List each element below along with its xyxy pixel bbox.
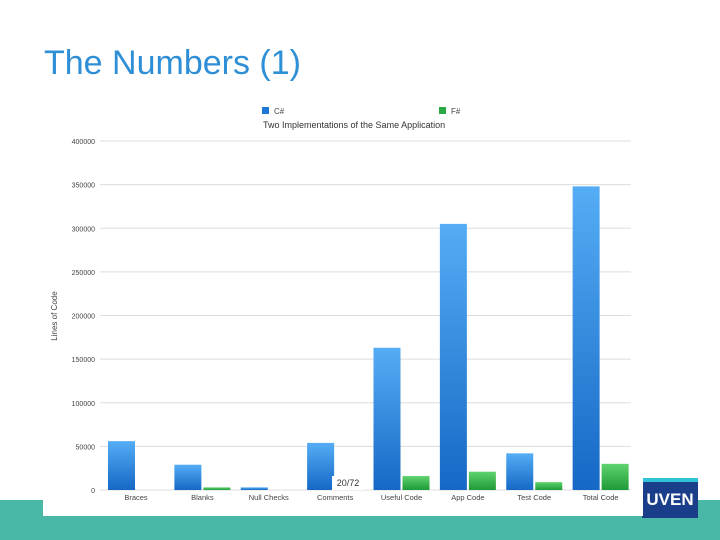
axis-labels: 0 50000 100000 150000 200000 250000 300000 3500… xyxy=(72,139,619,502)
chart-title: Two Implementations of the Same Applicat… xyxy=(263,120,445,130)
legend-swatch-fsharp xyxy=(439,107,446,114)
bar-csharp xyxy=(373,347,401,490)
y-tick-label: 250000 xyxy=(72,270,95,277)
page-number: 20/72 xyxy=(332,476,364,490)
x-tick-label: Useful Code xyxy=(381,493,422,502)
bar-csharp xyxy=(240,487,268,490)
bars xyxy=(108,186,629,490)
bar-chart: 0 50000 100000 150000 200000 250000 300000 3500… xyxy=(50,107,631,502)
y-tick-label: 100000 xyxy=(72,401,95,408)
y-tick-label: 50000 xyxy=(76,444,96,451)
x-tick-label: Comments xyxy=(317,493,354,502)
x-tick-label: Test Code xyxy=(517,493,551,502)
bar-csharp xyxy=(174,464,202,490)
x-tick-label: Braces xyxy=(124,493,148,502)
bar-fsharp xyxy=(601,463,629,490)
y-tick-label: 150000 xyxy=(72,357,95,364)
legend-label-csharp: C# xyxy=(274,107,285,116)
university-logo: UVEN xyxy=(642,478,698,518)
y-tick-label: 300000 xyxy=(72,226,95,233)
x-tick-label: Blanks xyxy=(191,493,214,502)
chart-panel: 0 50000 100000 150000 200000 250000 300000 3500… xyxy=(43,100,643,516)
bar-csharp xyxy=(572,186,600,490)
bar-fsharp xyxy=(203,487,231,490)
legend-swatch-csharp xyxy=(262,107,269,114)
bar-csharp xyxy=(307,442,335,490)
y-tick-label: 350000 xyxy=(72,183,95,190)
y-axis-title: Lines of Code xyxy=(50,291,59,341)
bar-csharp xyxy=(108,441,135,490)
y-tick-label: 0 xyxy=(91,488,95,495)
bar-csharp xyxy=(506,453,534,490)
bar-fsharp xyxy=(535,482,563,490)
slide-title: The Numbers (1) xyxy=(44,44,301,82)
bar-csharp xyxy=(439,223,467,490)
bar-fsharp xyxy=(468,471,496,490)
y-tick-label: 200000 xyxy=(72,314,95,321)
y-tick-label: 400000 xyxy=(72,139,95,146)
x-tick-label: Total Code xyxy=(583,493,619,502)
legend: C# F# xyxy=(262,107,461,116)
gridlines xyxy=(100,140,631,491)
x-tick-label: App Code xyxy=(451,493,484,502)
legend-label-fsharp: F# xyxy=(451,107,461,116)
bar-fsharp xyxy=(402,476,430,490)
x-tick-label: Null Checks xyxy=(249,493,289,502)
logo-text: UVEN xyxy=(646,490,694,509)
